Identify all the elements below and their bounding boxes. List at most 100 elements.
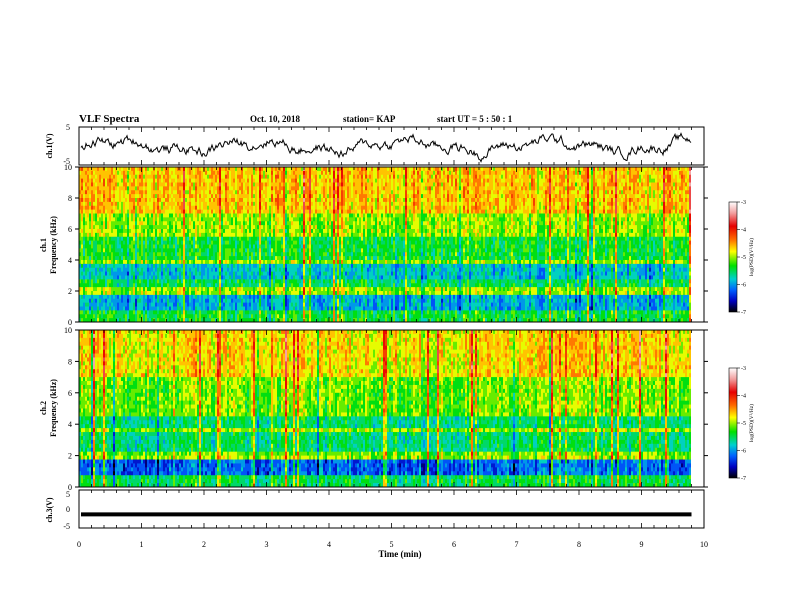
spectrogram-cell [479, 229, 483, 234]
spectrogram-cell [673, 225, 675, 230]
spectrogram-cell [187, 229, 189, 234]
spectrogram-cell [363, 225, 365, 230]
spectrogram-cell [349, 232, 351, 238]
spectrogram-cell [345, 225, 349, 230]
spectrogram-cell [277, 221, 279, 226]
spectrogram-cell [213, 198, 215, 203]
spectrogram-cell [687, 205, 689, 211]
spectrogram-cell [561, 167, 565, 172]
spectrogram-cell [209, 229, 211, 234]
spectrogram-cell [513, 174, 515, 180]
spectrogram-cell [89, 217, 91, 222]
spectrogram-cell [297, 174, 299, 180]
spectrogram-cell [333, 167, 335, 172]
spectrogram-cell [285, 240, 287, 245]
spectrogram-cell [491, 244, 493, 249]
spectrogram-cell [565, 209, 567, 214]
spectrogram-cell [657, 186, 659, 191]
spectrogram-cell [173, 240, 175, 245]
spectrogram-cell [371, 232, 373, 238]
spectrogram-cell [457, 248, 459, 253]
spectrogram-cell [289, 232, 291, 238]
spectrogram-cell [445, 213, 447, 218]
spectrogram-cell [217, 174, 219, 180]
spectrogram-cell [411, 194, 413, 199]
spectrogram-cell [629, 198, 631, 203]
spectrogram-cell [177, 221, 181, 226]
spectrogram-cell [333, 217, 335, 222]
spectrogram-cell [109, 240, 115, 245]
spectrogram-cell [683, 236, 685, 242]
spectrogram-cell [617, 236, 619, 242]
spectrogram-cell [509, 190, 515, 195]
spectrogram-cell [195, 213, 197, 218]
spectrogram-cell [221, 174, 225, 180]
spectrogram-cell [513, 194, 515, 199]
spectrogram-cell [331, 248, 333, 253]
spectrogram-cell [229, 209, 231, 214]
spectrogram-cell [383, 221, 385, 226]
spectrogram-cell [219, 240, 221, 245]
spectrogram-cell [111, 209, 113, 214]
spectrogram-cell [445, 236, 447, 242]
spectrogram-cell [91, 190, 93, 195]
spectrogram-cell [143, 240, 145, 245]
spectrogram-cell [81, 170, 85, 176]
spectrogram-cell [365, 229, 367, 234]
spectrogram-cell [443, 232, 445, 238]
spectrogram-cell [555, 182, 557, 187]
spectrogram-cell [151, 213, 153, 218]
spectrogram-cell [405, 236, 407, 242]
spectrogram-cell [161, 167, 163, 172]
spectrogram-cell [405, 198, 407, 203]
spectrogram-cell [185, 167, 187, 172]
spectrogram-cell [459, 178, 461, 183]
spectrogram-cell [463, 190, 465, 195]
spectrogram-cell [87, 190, 91, 195]
spectrogram-cell [139, 170, 141, 176]
spectrogram-cell [219, 198, 221, 203]
spectrogram-cell [259, 205, 261, 211]
spectrogram-cell [477, 229, 479, 234]
spectrogram-cell [233, 190, 235, 195]
spectrogram-cell [461, 198, 463, 203]
spectrogram-cell [247, 201, 249, 207]
spectrogram-cell [583, 236, 587, 242]
spectrogram-cell [173, 194, 179, 199]
spectrogram-cell [285, 167, 287, 172]
spectrogram-cell [435, 186, 439, 191]
spectrogram-cell [405, 186, 407, 191]
spectrogram-cell [321, 190, 323, 195]
spectrogram-cell [433, 244, 441, 249]
spectrogram-cell [359, 198, 363, 203]
spectrogram-cell [623, 205, 625, 211]
spectrogram-cell [447, 178, 449, 183]
spectrogram-cell [137, 167, 139, 172]
spectrogram-cell [443, 194, 445, 199]
spectrogram-cell [455, 205, 457, 211]
spectrogram-cell [277, 186, 279, 191]
spectrogram-cell [619, 213, 625, 218]
spectrogram-cell [453, 186, 455, 191]
spectrogram-cell [137, 240, 139, 245]
spectrogram-cell [157, 244, 159, 249]
spectrogram-cell [231, 213, 233, 218]
spectrogram-cell [211, 236, 213, 242]
spectrogram-cell [191, 229, 195, 234]
spectrogram-cell [215, 225, 219, 230]
spectrogram-cell [339, 170, 341, 176]
spectrogram-cell [329, 229, 331, 234]
spectrogram-cell [301, 209, 303, 214]
spectrogram-cell [153, 198, 155, 203]
spectrogram-cell [243, 170, 245, 176]
spectrogram-cell [521, 167, 523, 172]
spectrogram-cell [559, 167, 561, 172]
spectrogram-cell [231, 209, 233, 214]
spectrogram-cell [581, 232, 583, 238]
spectrogram-cell [105, 198, 107, 203]
spectrogram-cell [367, 244, 369, 249]
spectrogram-cell [683, 182, 685, 187]
spectrogram-cell [543, 236, 545, 242]
spectrogram-cell [265, 236, 267, 242]
spectrogram-cell [105, 240, 107, 245]
